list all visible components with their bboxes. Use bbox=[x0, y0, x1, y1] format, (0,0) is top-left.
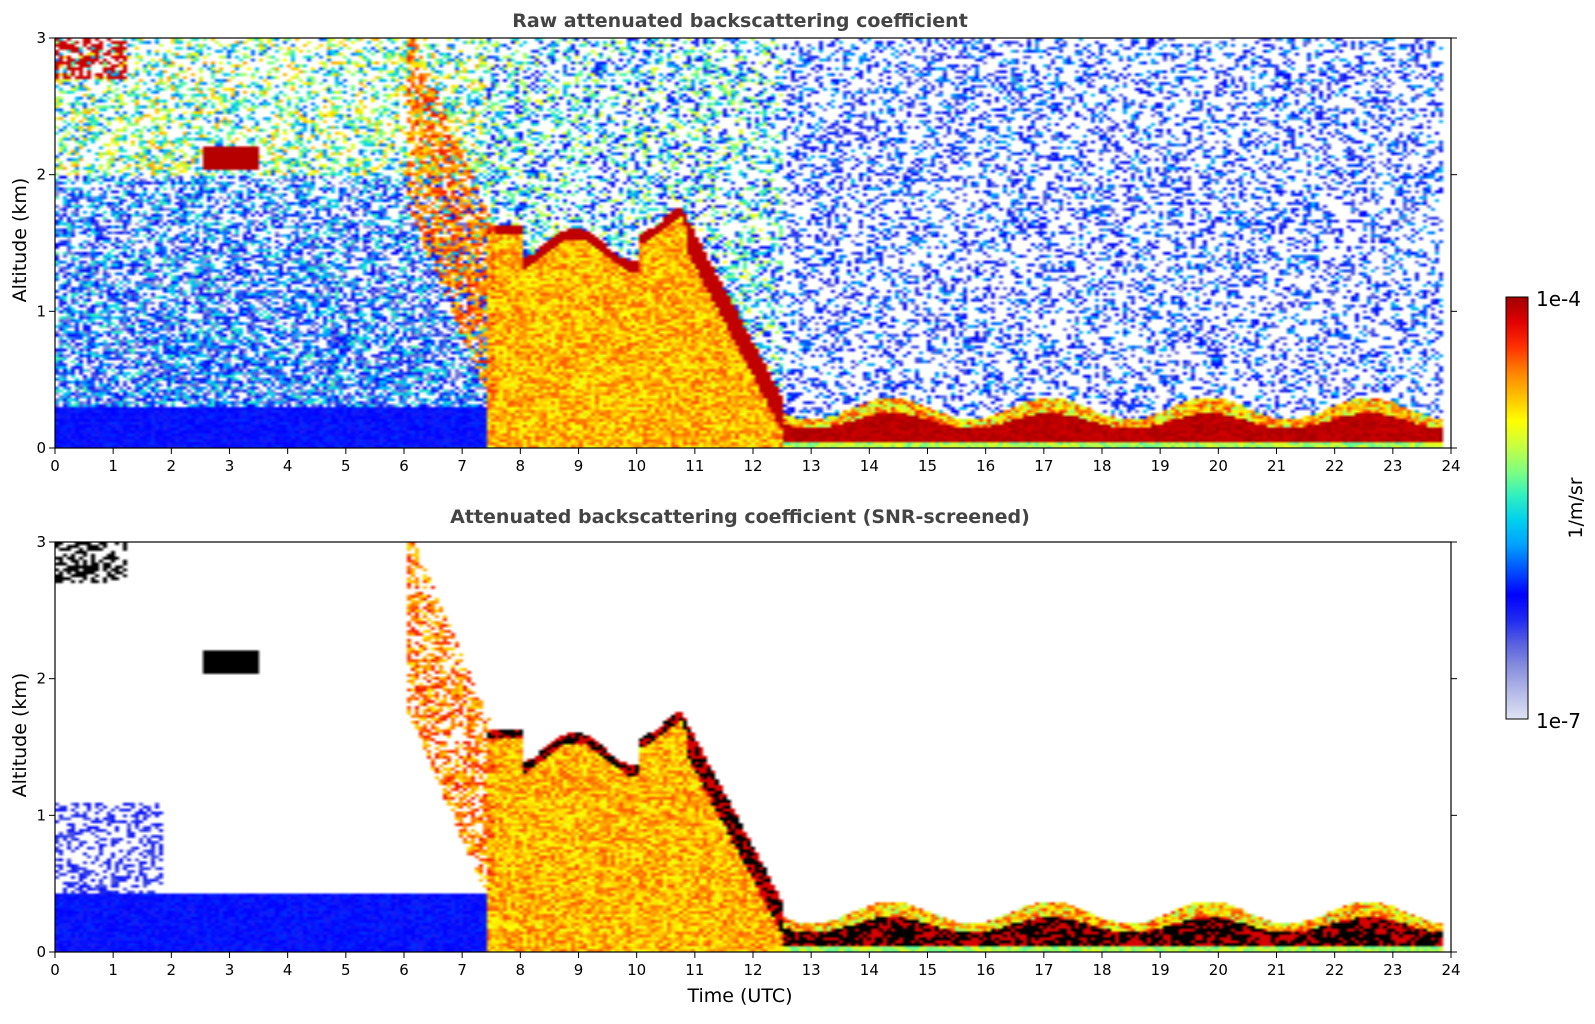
bottom-x-tick-label: 3 bbox=[225, 961, 235, 979]
bottom-x-tick-label: 7 bbox=[457, 961, 467, 979]
bottom-x-tick-label: 22 bbox=[1325, 961, 1344, 979]
top-x-tick-label: 1 bbox=[108, 457, 118, 475]
top-panel-plot-area: 0 1 2 3 4 5 6 7 8 9 10 11 12 13 14 15 16 17 18 19 20 21 22 23 24… bbox=[36, 29, 1460, 475]
colorbar-min-label: 1e-7 bbox=[1536, 709, 1581, 733]
top-panel-y-axis-label: Altitude (km) bbox=[9, 178, 31, 303]
bottom-x-tick-label: 16 bbox=[976, 961, 995, 979]
bottom-x-tick-label: 24 bbox=[1441, 961, 1460, 979]
top-x-tick-label: 9 bbox=[574, 457, 584, 475]
colorbar: 1e-4 1e-7 1/m/sr bbox=[1505, 287, 1587, 733]
bottom-x-tick-label: 4 bbox=[283, 961, 293, 979]
top-panel-title: Raw attenuated backscattering coefficien… bbox=[512, 10, 968, 32]
bottom-x-tick-label: 11 bbox=[685, 961, 704, 979]
top-x-tick-label: 6 bbox=[399, 457, 409, 475]
top-x-tick-label: 7 bbox=[457, 457, 467, 475]
colorbar-unit-label: 1/m/sr bbox=[1565, 477, 1587, 538]
bottom-x-tick-label: 13 bbox=[802, 961, 821, 979]
top-x-tick-label: 13 bbox=[802, 457, 821, 475]
top-x-tick-label: 8 bbox=[516, 457, 526, 475]
top-x-tick-label: 22 bbox=[1325, 457, 1344, 475]
top-panel: Raw attenuated backscattering coefficien… bbox=[9, 10, 1461, 475]
top-x-tick-label: 0 bbox=[50, 457, 60, 475]
colorbar-max-label: 1e-4 bbox=[1536, 287, 1581, 311]
top-y-tick-label: 1 bbox=[36, 302, 46, 320]
bottom-x-tick-label: 0 bbox=[50, 961, 60, 979]
top-x-tick-label: 24 bbox=[1441, 457, 1460, 475]
top-x-tick-label: 20 bbox=[1209, 457, 1228, 475]
top-x-tick-label: 10 bbox=[627, 457, 646, 475]
bottom-panel-heatmap bbox=[55, 542, 1451, 952]
bottom-x-tick-label: 6 bbox=[399, 961, 409, 979]
bottom-x-tick-label: 1 bbox=[108, 961, 118, 979]
bottom-x-tick-label: 19 bbox=[1151, 961, 1170, 979]
bottom-x-tick-label: 10 bbox=[627, 961, 646, 979]
bottom-x-tick-label: 15 bbox=[918, 961, 937, 979]
top-panel-heatmap bbox=[55, 38, 1451, 448]
colorbar-gradient bbox=[1505, 296, 1529, 720]
bottom-x-tick-label: 20 bbox=[1209, 961, 1228, 979]
bottom-panel: Attenuated backscattering coefficient (S… bbox=[9, 506, 1461, 1007]
top-x-tick-label: 19 bbox=[1151, 457, 1170, 475]
bottom-x-tick-label: 17 bbox=[1034, 961, 1053, 979]
bottom-panel-plot-area: 0 1 2 3 4 5 6 7 8 9 10 11 12 13 14 15 16 17 18 19 20 21 22 23 24… bbox=[36, 533, 1460, 979]
top-x-tick-label: 11 bbox=[685, 457, 704, 475]
top-y-tick-label: 3 bbox=[36, 29, 46, 47]
top-x-tick-label: 5 bbox=[341, 457, 351, 475]
top-x-tick-label: 14 bbox=[860, 457, 879, 475]
bottom-x-tick-label: 12 bbox=[743, 961, 762, 979]
top-x-tick-label: 4 bbox=[283, 457, 293, 475]
top-x-tick-label: 17 bbox=[1034, 457, 1053, 475]
top-x-tick-label: 2 bbox=[167, 457, 177, 475]
top-x-tick-label: 21 bbox=[1267, 457, 1286, 475]
top-y-tick-label: 0 bbox=[36, 439, 46, 457]
bottom-panel-title: Attenuated backscattering coefficient (S… bbox=[450, 506, 1030, 528]
top-x-tick-label: 16 bbox=[976, 457, 995, 475]
bottom-y-tick-label: 1 bbox=[36, 806, 46, 824]
bottom-x-tick-label: 9 bbox=[574, 961, 584, 979]
bottom-panel-x-axis-label: Time (UTC) bbox=[686, 985, 792, 1007]
top-x-tick-label: 23 bbox=[1383, 457, 1402, 475]
bottom-x-tick-label: 18 bbox=[1092, 961, 1111, 979]
bottom-y-tick-label: 0 bbox=[36, 943, 46, 961]
top-x-tick-label: 15 bbox=[918, 457, 937, 475]
bottom-y-tick-label: 2 bbox=[36, 670, 46, 688]
bottom-y-tick-label: 3 bbox=[36, 533, 46, 551]
bottom-x-tick-label: 8 bbox=[516, 961, 526, 979]
bottom-x-tick-label: 21 bbox=[1267, 961, 1286, 979]
bottom-x-tick-label: 2 bbox=[167, 961, 177, 979]
bottom-x-tick-label: 14 bbox=[860, 961, 879, 979]
bottom-x-tick-label: 5 bbox=[341, 961, 351, 979]
bottom-x-tick-label: 23 bbox=[1383, 961, 1402, 979]
top-y-tick-label: 2 bbox=[36, 166, 46, 184]
top-x-tick-label: 18 bbox=[1092, 457, 1111, 475]
top-x-tick-label: 3 bbox=[225, 457, 235, 475]
bottom-panel-y-axis-label: Altitude (km) bbox=[9, 673, 31, 798]
top-x-tick-label: 12 bbox=[743, 457, 762, 475]
